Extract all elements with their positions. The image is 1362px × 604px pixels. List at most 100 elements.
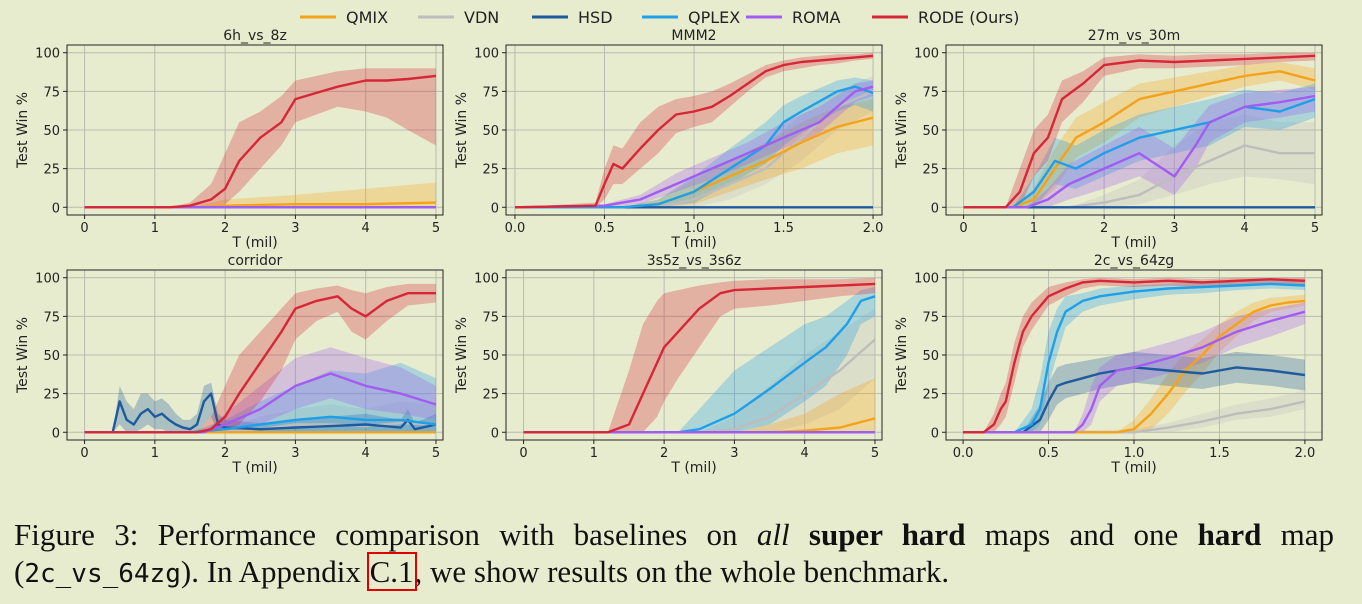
y-tick-label: 75 xyxy=(482,310,499,325)
band-vdn xyxy=(963,390,1305,433)
y-tick-label: 25 xyxy=(43,163,60,178)
line-rode-ours xyxy=(84,74,437,209)
line-qplex xyxy=(963,282,1305,434)
line-qmix xyxy=(963,299,1306,434)
legend-label: RODE (Ours) xyxy=(918,8,1019,27)
line-qplex xyxy=(963,97,1316,209)
y-tick-label: 100 xyxy=(474,272,499,287)
plot-area xyxy=(514,52,874,209)
legend-label: ROMA xyxy=(792,8,841,27)
y-tick-label: 0 xyxy=(491,426,499,441)
y-axis-label: Test Win % xyxy=(454,317,470,394)
plot-area xyxy=(523,277,876,434)
y-axis-label: Test Win % xyxy=(894,317,910,394)
x-tick-label: 2.0 xyxy=(863,221,884,236)
plot-area xyxy=(963,277,1306,434)
y-tick-label: 50 xyxy=(43,124,60,139)
legend-label: HSD xyxy=(578,8,613,27)
line-vdn xyxy=(963,400,1306,434)
band-qplex xyxy=(515,77,873,208)
caption-code: 2c_vs_64zg xyxy=(24,559,181,589)
band-hsd xyxy=(84,382,436,433)
caption-prefix: Figure 3: Performance comparison with ba… xyxy=(14,517,757,552)
y-tick-label: 0 xyxy=(491,201,499,216)
x-tick-label: 5 xyxy=(1311,221,1319,236)
y-tick-label: 75 xyxy=(43,310,60,325)
line-roma xyxy=(514,85,874,209)
y-tick-label: 50 xyxy=(922,124,939,139)
x-tick-label: 1 xyxy=(151,221,159,236)
x-tick-label: 0.0 xyxy=(953,446,974,461)
line-rode-ours xyxy=(514,54,874,209)
legend-label: QPLEX xyxy=(688,8,740,27)
x-tick-label: 3 xyxy=(1170,221,1178,236)
y-tick-label: 100 xyxy=(35,272,60,287)
x-axis-label: T (mil) xyxy=(670,460,716,476)
x-tick-label: 1 xyxy=(590,446,598,461)
x-tick-label: 2 xyxy=(660,446,668,461)
legend-entry-rode-ours: RODE (Ours) xyxy=(872,8,1019,27)
band-vdn xyxy=(963,114,1315,208)
y-tick-label: 25 xyxy=(43,388,60,403)
line-roma xyxy=(963,310,1306,434)
band-hsd xyxy=(963,351,1305,433)
band-rode-ours xyxy=(84,283,436,433)
band-roma xyxy=(963,86,1315,208)
y-tick-label: 0 xyxy=(931,201,939,216)
y-tick-label: 75 xyxy=(43,85,60,100)
subplot-title: 6h_vs_8z xyxy=(223,28,287,44)
subplot-title: corridor xyxy=(228,253,283,269)
caption-after-code: ). In Appendix xyxy=(180,554,369,589)
x-tick-label: 0.5 xyxy=(1038,446,1059,461)
x-axis-label: T (mil) xyxy=(670,235,716,251)
subplot-title: 3s5z_vs_3s6z xyxy=(647,253,742,269)
y-axis-label: Test Win % xyxy=(454,92,470,169)
x-axis-label: T (mil) xyxy=(231,460,277,476)
line-rode-ours xyxy=(963,54,1316,209)
x-tick-label: 2 xyxy=(221,446,229,461)
x-tick-label: 4 xyxy=(362,446,370,461)
band-qmix xyxy=(963,62,1315,208)
line-rode-ours xyxy=(84,292,436,434)
caption-hard: hard xyxy=(1197,517,1262,552)
band-qmix xyxy=(84,182,436,208)
legend-entry-roma: ROMA xyxy=(746,8,841,27)
x-tick-label: 0 xyxy=(959,221,967,236)
x-tick-label: 4 xyxy=(801,446,809,461)
y-axis-label: Test Win % xyxy=(15,317,31,394)
caption-mid: maps and one xyxy=(965,517,1198,552)
x-tick-label: 5 xyxy=(432,446,440,461)
legend-entry-vdn: VDN xyxy=(418,8,499,27)
x-tick-label: 5 xyxy=(432,221,440,236)
x-tick-label: 5 xyxy=(871,446,879,461)
band-vdn xyxy=(523,308,875,433)
band-rode-ours xyxy=(515,52,873,208)
plot-area xyxy=(84,283,437,434)
x-tick-label: 1.0 xyxy=(684,221,705,236)
caption-super-hard: super hard xyxy=(808,517,966,552)
line-roma xyxy=(963,94,1316,209)
band-roma xyxy=(84,347,436,433)
x-tick-label: 2.0 xyxy=(1295,446,1316,461)
x-tick-label: 2 xyxy=(1100,221,1108,236)
appendix-link[interactable]: C.1 xyxy=(366,552,417,591)
x-tick-label: 0 xyxy=(80,446,88,461)
legend-entry-qplex: QPLEX xyxy=(642,8,740,27)
plot-area xyxy=(84,68,437,209)
x-tick-label: 3 xyxy=(291,446,299,461)
subplot-title: MMM2 xyxy=(671,28,716,44)
y-axis-label: Test Win % xyxy=(894,92,910,169)
caption-all: all xyxy=(756,517,790,552)
legend-label: VDN xyxy=(464,8,499,27)
legend-label: QMIX xyxy=(346,8,388,27)
line-qmix xyxy=(963,70,1316,209)
y-tick-label: 75 xyxy=(922,85,939,100)
x-axis-label: T (mil) xyxy=(231,235,277,251)
y-tick-label: 50 xyxy=(922,349,939,364)
x-tick-label: 1.0 xyxy=(1124,446,1145,461)
y-tick-label: 75 xyxy=(922,310,939,325)
